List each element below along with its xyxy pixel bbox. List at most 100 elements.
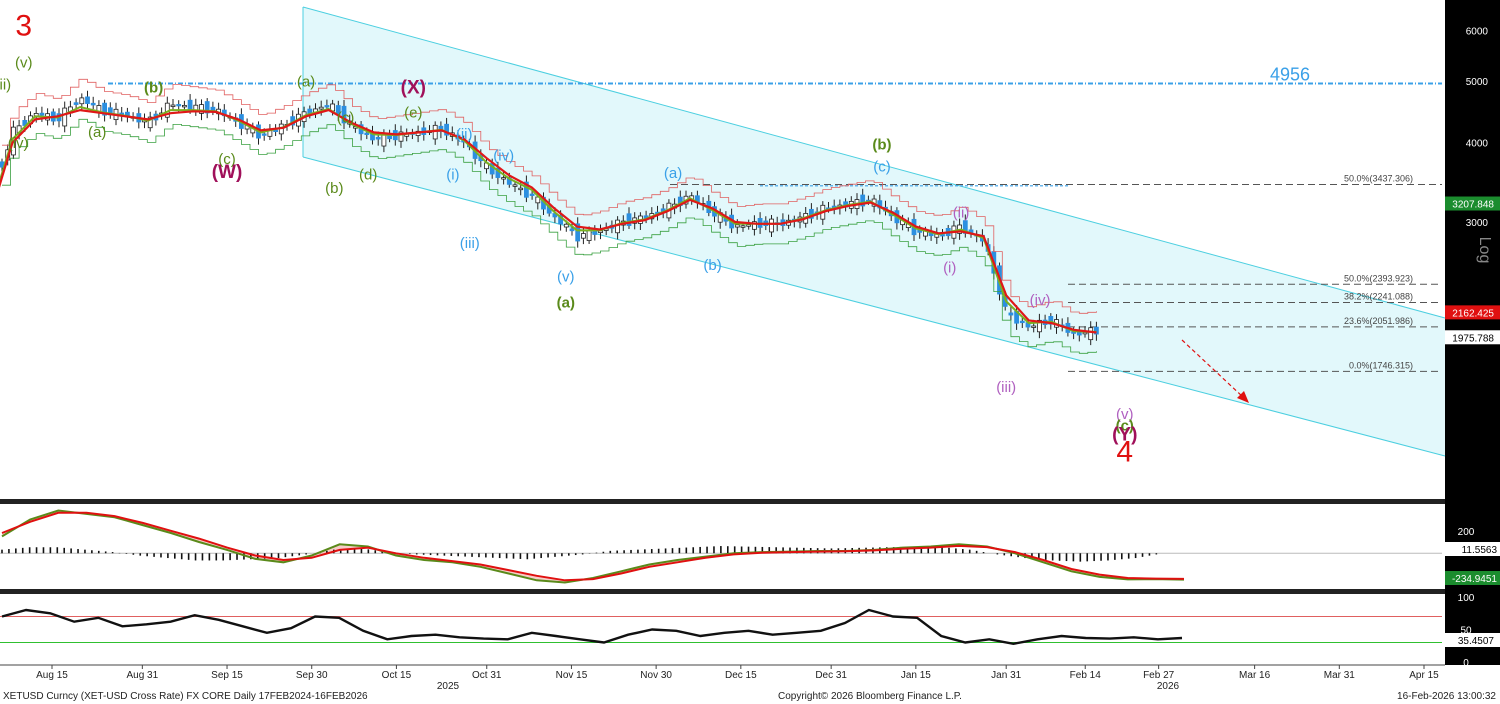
candle-body	[85, 96, 90, 104]
price-tick-label: 3000	[1466, 218, 1489, 229]
candle-body	[1088, 327, 1094, 341]
price-tag-box	[1445, 330, 1500, 345]
wave-label: (c)	[337, 110, 355, 127]
candle-body	[398, 131, 404, 142]
candle-body	[626, 213, 632, 226]
wave-label: (iv)	[8, 135, 29, 152]
macd-signal-line	[1, 511, 1185, 582]
projection-line	[1181, 339, 1245, 399]
fib-label: 50.0%(3437.306)	[1344, 173, 1413, 183]
fib-label: 38.2%(2241.088)	[1344, 292, 1413, 302]
time-tick-label: Dec 15	[725, 670, 757, 681]
candle-body	[1048, 315, 1054, 325]
rsi-tag-box	[1445, 633, 1500, 647]
projection-arrowhead	[1237, 391, 1249, 403]
wave-label: (a)	[88, 124, 106, 141]
macd-tag-box	[1445, 571, 1500, 585]
candle-body	[575, 223, 581, 242]
candle-body	[261, 133, 267, 136]
time-tick-label: Oct 15	[382, 670, 412, 681]
wave-label: (iv)	[1030, 292, 1051, 309]
rsi-tick-label: 100	[1458, 593, 1475, 604]
candle-body	[324, 105, 330, 108]
time-tick-label: Nov 30	[640, 670, 672, 681]
time-tick-label: Aug 15	[36, 670, 68, 681]
candle-body	[940, 234, 945, 237]
candle-body	[341, 105, 347, 124]
candle-body	[176, 104, 182, 107]
fib-label: 50.0%(2393.923)	[1344, 273, 1413, 283]
wave-label: (b)	[703, 257, 721, 274]
wave-label: (iv)	[493, 147, 514, 164]
candle-body	[740, 225, 746, 228]
time-tick-label: Mar 31	[1324, 670, 1356, 681]
wave-label: (c)	[218, 151, 236, 168]
macd-panel: 200 11.5563 -234.9451	[0, 509, 1500, 585]
rsi-line	[1, 608, 1183, 646]
projection-arrow	[1181, 339, 1249, 403]
panel-separator	[0, 589, 1445, 594]
wave-label: (X)	[401, 77, 426, 98]
time-tick-label: Apr 15	[1409, 670, 1439, 681]
candle-body	[79, 97, 85, 105]
candle-body	[364, 132, 370, 135]
macd-tag-box	[1445, 542, 1500, 556]
candle-body	[1008, 312, 1014, 316]
candle-body	[199, 104, 204, 114]
price-axis: 6000 5000 4000 3000 Log 3207.848 2162.425 1975.…	[1445, 27, 1500, 345]
time-tick-label: Sep 15	[211, 670, 243, 681]
candle-body	[73, 102, 79, 105]
time-tick-label: Aug 31	[126, 670, 158, 681]
wave-label: (a)	[664, 165, 682, 182]
candle-body	[1037, 319, 1042, 333]
wave-label: (b)	[144, 79, 163, 96]
wave-label: (Y)	[1112, 424, 1137, 445]
wave-label: 3	[15, 9, 32, 42]
candle-body	[273, 129, 279, 132]
wave-label: (c)	[873, 159, 891, 176]
macd-fill	[2, 510, 1184, 583]
time-tick-label: Feb 27	[1143, 670, 1175, 681]
wave-label: (W)	[212, 162, 243, 183]
price-tick-label: 6000	[1466, 27, 1489, 38]
wave-label: (iii)	[0, 76, 11, 93]
wave-label: (c)	[1116, 417, 1134, 434]
year-label: 2026	[1157, 681, 1180, 692]
candle-body	[586, 229, 592, 241]
price-tag-box	[1445, 305, 1500, 320]
wave-label: (v)	[15, 55, 33, 72]
macd-line	[1, 509, 1185, 584]
candle-body	[1019, 320, 1025, 324]
channel-lower-line	[302, 156, 1446, 457]
candle-body	[1031, 325, 1037, 328]
candle-body	[444, 123, 450, 136]
rsi-tick-label: 0	[1463, 658, 1469, 669]
candle-body	[375, 136, 381, 140]
wave-label: (a)	[557, 295, 575, 312]
wave-labels: 3(v)(iii)(iv)(a)(b)(c)(W)(a)(b)(c)(d)(X)…	[0, 9, 1137, 468]
candle-body	[569, 228, 575, 232]
candle-body	[62, 107, 68, 127]
wave-label: (i)	[943, 259, 956, 276]
moving-averages	[0, 78, 1097, 354]
wave-label: 4	[1116, 435, 1133, 468]
candle-body	[769, 218, 774, 233]
time-tick-label: Nov 15	[556, 670, 588, 681]
price-tag-label: 2162.425	[1452, 308, 1494, 319]
candle-body	[581, 233, 586, 239]
time-tick-label: Dec 31	[815, 670, 847, 681]
lower-step-band	[2, 118, 1097, 354]
wave-label: (e)	[404, 105, 422, 122]
upper-step-band	[2, 78, 1097, 314]
time-axis: Aug 15 Aug 31 Sep 15 Sep 30 Oct 15 Oct 31 Nov …	[36, 665, 1439, 692]
macd-tick-label: 200	[1458, 527, 1475, 538]
price-tick-label: 4000	[1466, 139, 1489, 150]
candle-body	[187, 99, 193, 111]
wave-label: (b)	[872, 137, 891, 154]
ma-red-line	[0, 108, 1097, 334]
candle-body	[204, 101, 210, 114]
macd-tag-label: 11.5563	[1462, 545, 1498, 556]
candle-body	[170, 104, 176, 107]
macd-tag-label: -234.9451	[1452, 574, 1497, 585]
candle-body	[181, 104, 187, 108]
